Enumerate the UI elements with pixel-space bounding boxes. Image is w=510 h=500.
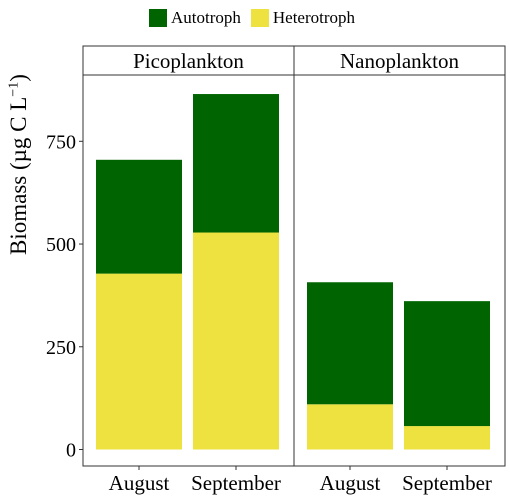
legend-swatch-heterotroph xyxy=(250,9,269,27)
y-tick-label: 500 xyxy=(46,234,76,256)
legend-item-autotroph: Autotroph xyxy=(148,8,241,28)
bar-autotroph xyxy=(96,159,182,274)
x-tick-label: September xyxy=(191,471,281,495)
legend-label-autotroph: Autotroph xyxy=(170,8,241,27)
legend-item-heterotroph: Heterotroph xyxy=(250,8,356,28)
bar-heterotroph xyxy=(404,426,490,450)
bar-autotroph xyxy=(193,94,279,233)
facet-label: Nanoplankton xyxy=(340,49,459,73)
y-tick-label: 250 xyxy=(46,337,76,359)
legend-label-heterotroph: Heterotroph xyxy=(272,8,356,27)
bar-autotroph xyxy=(404,301,490,427)
bar-heterotroph xyxy=(307,404,393,450)
x-tick-label: September xyxy=(402,471,492,495)
y-tick-label: 750 xyxy=(46,131,76,153)
bar-autotroph xyxy=(307,282,393,405)
legend: Autotroph Heterotroph xyxy=(0,8,510,28)
legend-swatch-autotroph xyxy=(148,9,167,27)
x-tick-label: August xyxy=(320,471,381,495)
facet-label: Picoplankton xyxy=(133,49,244,73)
bar-heterotroph xyxy=(96,273,182,450)
x-tick-label: August xyxy=(109,471,170,495)
bar-heterotroph xyxy=(193,232,279,450)
y-tick-label: 0 xyxy=(66,440,76,462)
